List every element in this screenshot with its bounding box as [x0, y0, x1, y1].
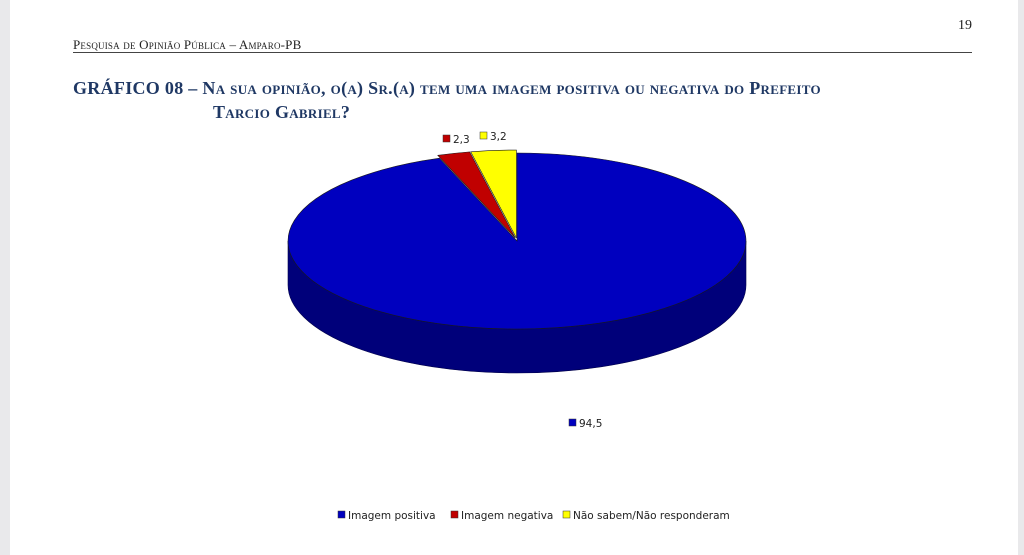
pie-labels: 94,5 2,3 3,2 [442, 131, 602, 430]
page-number: 19 [958, 18, 972, 33]
pie-chart: 94,5 2,3 3,2 Imagem positiva Imagem negativ… [287, 131, 747, 522]
pie-legend: Imagem positiva Imagem negativa Não sabem/… [337, 510, 730, 522]
legend-label-1: Imagem negativa [461, 510, 553, 522]
value-label-marker-0 [568, 418, 577, 427]
pie-slice-2 [470, 149, 517, 239]
chart-title: GRÁFICO 08 – Na sua opinião, o(a) Sr.(a)… [73, 76, 963, 124]
value-label-marker-1 [442, 134, 451, 143]
value-label-1: 2,3 [453, 134, 470, 146]
pie-tops [287, 149, 747, 330]
legend-swatch-0 [337, 510, 346, 519]
legend-label-2: Não sabem/Não responderam [573, 510, 730, 522]
legend-swatch-2 [562, 510, 571, 519]
value-label-0: 94,5 [579, 418, 602, 430]
value-label-marker-2 [479, 131, 488, 140]
running-header: Pesquisa de Opinião Pública – Amparo-PB [73, 37, 302, 52]
value-label-2: 3,2 [490, 131, 507, 143]
pie-slice-0 [287, 152, 747, 330]
document-page: 19 Pesquisa de Opinião Pública – Amparo-… [10, 0, 1018, 555]
legend-label-0: Imagem positiva [348, 510, 436, 522]
legend-swatch-1 [450, 510, 459, 519]
chart-title-line2: Tarcio Gabriel? [213, 102, 351, 122]
pie-slice-1 [437, 151, 516, 239]
header-divider [73, 52, 972, 53]
chart-title-line1: GRÁFICO 08 – Na sua opinião, o(a) Sr.(a)… [73, 78, 821, 98]
